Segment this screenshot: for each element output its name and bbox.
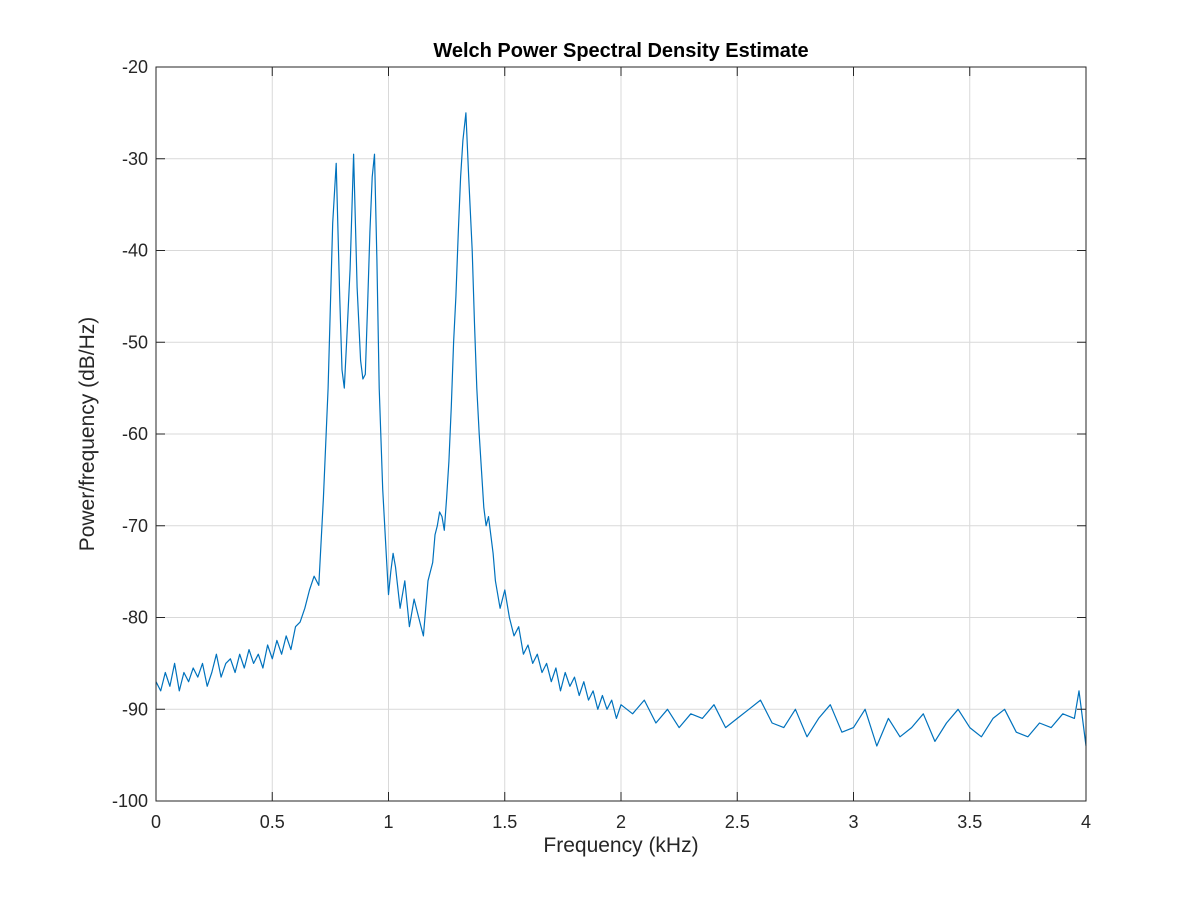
x-tick-label: 3.5 [957, 812, 982, 832]
x-tick-labels: 0 0.5 1 1.5 2 2.5 3 3.5 4 [151, 812, 1091, 832]
series-layer [155, 112, 1087, 747]
x-tick-label: 0 [151, 812, 161, 832]
series-line-psd [155, 112, 1087, 747]
y-tick-label: -90 [122, 699, 148, 719]
x-tick-label: 0.5 [260, 812, 285, 832]
x-tick-label: 4 [1081, 812, 1091, 832]
x-tick-label: 2.5 [725, 812, 750, 832]
y-tick-label: -80 [122, 608, 148, 628]
ticks [155, 66, 1087, 802]
y-tick-label: -20 [122, 57, 148, 77]
y-tick-label: -70 [122, 516, 148, 536]
y-tick-label: -50 [122, 332, 148, 352]
y-tick-label: -40 [122, 241, 148, 261]
y-axis-title: Power/frequency (dB/Hz) [76, 317, 99, 552]
y-tick-label: -100 [112, 791, 148, 811]
x-tick-label: 1.5 [492, 812, 517, 832]
x-tick-label: 2 [616, 812, 626, 832]
y-tick-label: -30 [122, 149, 148, 169]
x-tick-label: 1 [383, 812, 393, 832]
y-tick-label: -60 [122, 424, 148, 444]
x-axis-title: Frequency (kHz) [543, 834, 698, 857]
x-tick-label: 3 [848, 812, 858, 832]
y-tick-labels: -100 -90 -80 -70 -60 -50 -40 -30 -20 [112, 57, 148, 811]
chart-title: Welch Power Spectral Density Estimate [433, 40, 808, 62]
